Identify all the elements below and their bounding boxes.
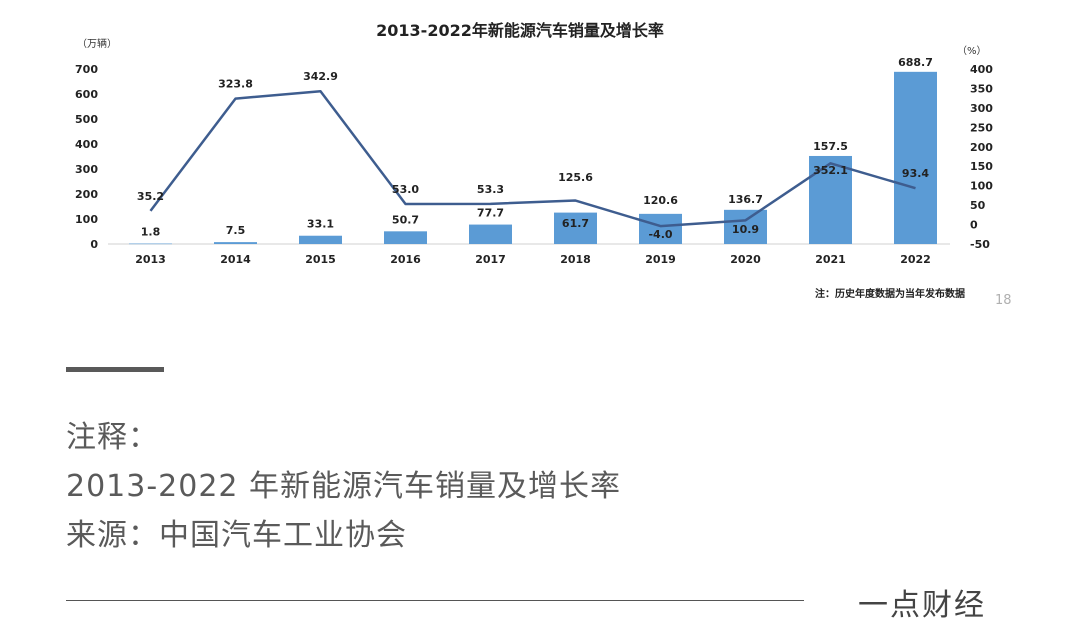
x-tick-label: 2022 xyxy=(900,253,931,266)
x-tick-label: 2015 xyxy=(305,253,336,266)
right-tick-label: 250 xyxy=(970,121,993,134)
caption-label: 注释： xyxy=(66,420,159,455)
sales-bar xyxy=(724,209,767,244)
sales-bar xyxy=(894,71,937,244)
left-tick-label: 600 xyxy=(75,88,98,101)
growth-line xyxy=(149,89,916,228)
growth-value-label: 342.9 xyxy=(303,70,338,83)
sales-bar xyxy=(299,235,342,244)
sales-bars xyxy=(129,71,937,245)
right-tick-label: 350 xyxy=(970,82,993,95)
right-tick-label: 400 xyxy=(970,63,993,76)
page-number: 18 xyxy=(995,293,1012,308)
right-tick-label: 0 xyxy=(970,219,978,232)
x-tick-label: 2018 xyxy=(560,253,591,266)
sales-bar xyxy=(554,212,597,244)
sales-bar xyxy=(129,243,172,245)
growth-line-path xyxy=(149,89,916,228)
sales-bar xyxy=(384,231,427,244)
caption-title: 2013-2022 年新能源汽车销量及增长率 xyxy=(66,469,622,504)
growth-value-label: -4.0 xyxy=(648,228,672,241)
brand-name: 一点财经 xyxy=(858,588,986,623)
right-tick-label: 50 xyxy=(970,199,986,212)
left-axis-unit: （万辆） xyxy=(77,37,117,50)
left-tick-label: 0 xyxy=(90,238,98,251)
growth-value-label: 61.7 xyxy=(562,217,589,230)
sales-value-label: 7.5 xyxy=(226,224,246,237)
footer-divider xyxy=(66,600,804,601)
right-tick-label: 300 xyxy=(970,102,993,115)
sales-value-label: 1.8 xyxy=(141,226,161,239)
chart-title: 2013-2022年新能源汽车销量及增长率 xyxy=(376,21,664,40)
growth-value-label: 10.9 xyxy=(732,223,759,236)
left-tick-label: 100 xyxy=(75,213,98,226)
growth-value-label: 53.0 xyxy=(392,183,419,196)
sales-bar xyxy=(214,242,257,244)
sales-value-label: 33.1 xyxy=(307,218,334,231)
growth-value-labels: 35.2 323.8 342.9 53.0 53.3 61.7 -4.0 10.9 157.5 9… xyxy=(137,70,929,241)
caption-source: 来源：中国汽车工业协会 xyxy=(66,518,407,553)
left-tick-label: 500 xyxy=(75,113,98,126)
sales-value-labels: 1.8 7.5 33.1 50.7 77.7 125.6 120.6 136.7 352.1 68… xyxy=(141,56,933,239)
left-tick-label: 700 xyxy=(75,63,98,76)
right-tick-label: 200 xyxy=(970,141,993,154)
left-axis: 0 100 200 300 400 500 600 700 xyxy=(75,63,98,251)
sales-bar xyxy=(469,224,512,244)
left-tick-label: 200 xyxy=(75,188,98,201)
x-tick-label: 2019 xyxy=(645,253,676,266)
x-tick-label: 2016 xyxy=(390,253,421,266)
growth-value-label: 35.2 xyxy=(137,190,164,203)
sales-value-label: 688.7 xyxy=(898,56,933,69)
x-tick-label: 2014 xyxy=(220,253,251,266)
sales-value-label: 136.7 xyxy=(728,193,763,206)
right-axis-unit: （%） xyxy=(957,45,987,57)
right-axis: -50 0 50 100 150 200 250 300 350 400 xyxy=(970,63,993,251)
right-tick-label: 100 xyxy=(970,180,993,193)
sales-value-label: 125.6 xyxy=(558,171,593,184)
sales-value-label: 352.1 xyxy=(813,164,848,177)
x-tick-label: 2021 xyxy=(815,253,846,266)
x-tick-label: 2013 xyxy=(135,253,166,266)
growth-value-label: 157.5 xyxy=(813,140,848,153)
sales-bar xyxy=(639,213,682,244)
sales-value-label: 120.6 xyxy=(643,194,678,207)
sales-value-label: 50.7 xyxy=(392,213,419,226)
chart-note: 注：历史年度数据为当年发布数据 xyxy=(815,287,965,300)
x-tick-label: 2017 xyxy=(475,253,506,266)
right-tick-label: 150 xyxy=(970,160,993,173)
right-tick-label: -50 xyxy=(970,238,990,251)
sales-growth-chart: 2013-2022年新能源汽车销量及增长率 （万辆） （%） 0 100 200 30… xyxy=(75,21,993,300)
section-divider xyxy=(66,367,164,372)
x-tick-label: 2020 xyxy=(730,253,761,266)
sales-bar xyxy=(809,155,852,244)
x-axis-labels: 2013 2014 2015 2016 2017 2018 2019 2020 2021 2022 xyxy=(135,253,931,266)
growth-value-label: 93.4 xyxy=(902,167,929,180)
sales-value-label: 77.7 xyxy=(477,207,504,220)
growth-value-label: 53.3 xyxy=(477,183,504,196)
left-tick-label: 400 xyxy=(75,138,98,151)
left-tick-label: 300 xyxy=(75,163,98,176)
growth-value-label: 323.8 xyxy=(218,78,253,91)
